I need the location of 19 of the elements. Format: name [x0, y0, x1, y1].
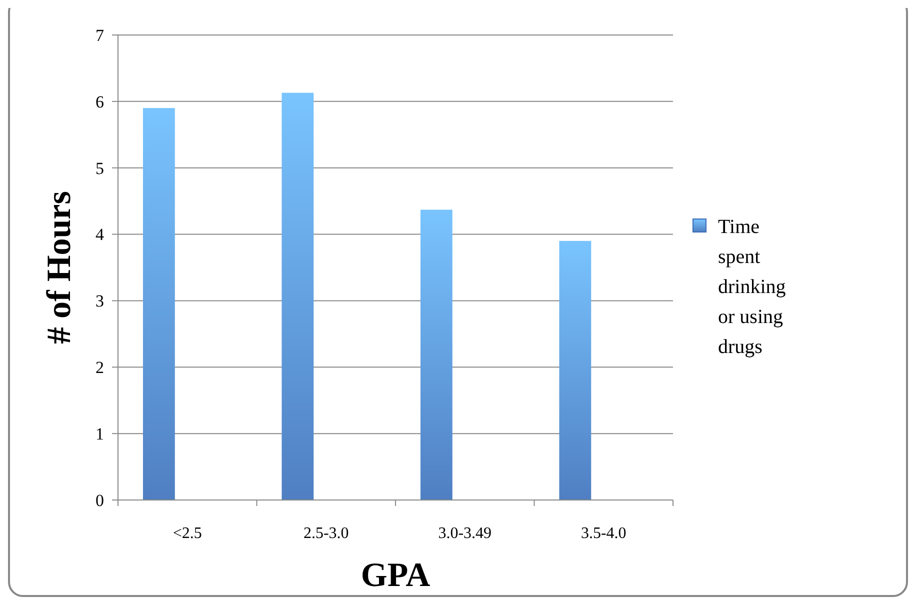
legend-label: Time spent drinking or using drugs — [718, 216, 786, 358]
x-axis-title: GPA — [360, 557, 431, 594]
x-tick-label: 3.5-4.0 — [580, 525, 626, 542]
bar — [282, 92, 314, 500]
y-tick-label: 3 — [96, 292, 104, 311]
y-tick-label: 5 — [96, 158, 104, 178]
bar — [559, 240, 592, 500]
y-tick-label: 2 — [96, 358, 104, 378]
y-tick-label: 7 — [96, 26, 104, 45]
bar — [142, 108, 175, 500]
y-tick-label: 1 — [96, 424, 104, 444]
y-tick-label: 4 — [96, 225, 104, 244]
y-tick-label: 6 — [96, 92, 104, 112]
x-tick-label: 2.5-3.0 — [303, 525, 349, 542]
bar — [420, 210, 452, 500]
y-tick-label: 0 — [96, 490, 104, 510]
y-axis-title: # of Hours — [41, 191, 78, 344]
x-tick-label: 3.0-3.49 — [438, 525, 492, 542]
x-tick-label: <2.5 — [172, 525, 202, 542]
